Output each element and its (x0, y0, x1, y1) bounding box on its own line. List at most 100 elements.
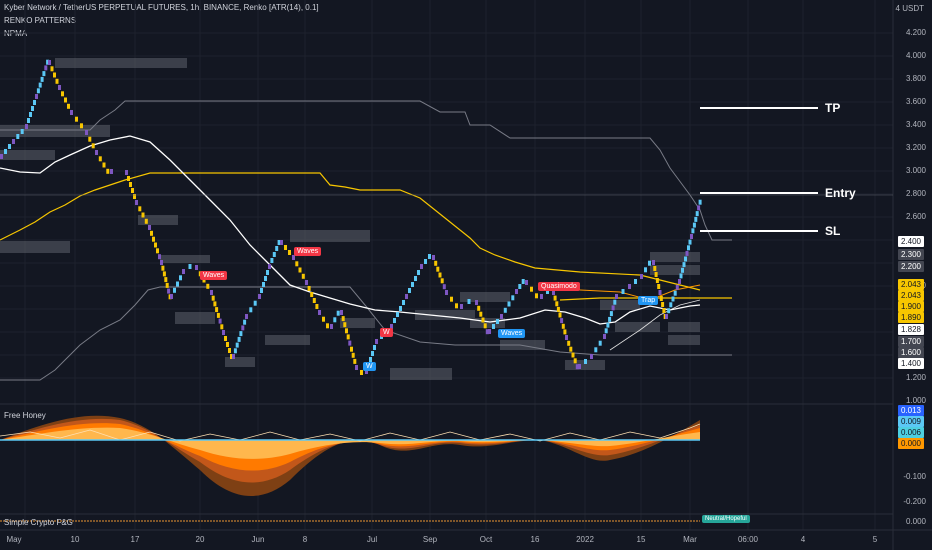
renko-brick (301, 273, 305, 279)
renko-brick (237, 336, 241, 342)
renko-brick (687, 245, 690, 251)
renko-brick (160, 260, 163, 265)
renko-brick (295, 261, 299, 267)
renko-brick (628, 284, 631, 289)
renko-brick (50, 66, 54, 72)
renko-brick (70, 110, 73, 115)
fng-title[interactable]: Simple Crypto F&G (4, 518, 73, 527)
time-tick: 20 (195, 535, 205, 544)
price-tick: 3.800 (905, 74, 926, 83)
price-tick: 1.200 (905, 373, 926, 382)
renko-brick (27, 118, 30, 123)
indicator-renko-patterns[interactable]: RENKO PATTERNS (4, 16, 77, 25)
renko-brick (264, 276, 267, 281)
renko-brick (307, 286, 311, 291)
pattern-label-trap[interactable]: Trap (638, 296, 659, 305)
renko-brick (55, 78, 59, 84)
renko-brick (176, 281, 179, 287)
renko-brick (322, 316, 325, 322)
renko-brick (411, 282, 414, 287)
renko-brick (310, 292, 314, 297)
currency-label: 4 USDT (895, 4, 924, 13)
renko-brick (575, 364, 579, 370)
renko-brick (218, 318, 222, 324)
renko-brick (667, 308, 671, 314)
renko-brick (500, 314, 503, 319)
free-honey-tag: 0.000 (898, 438, 924, 449)
renko-brick (127, 176, 130, 181)
free-honey-title[interactable]: Free Honey (4, 411, 46, 420)
renko-brick (38, 82, 42, 88)
sl-label: SL (825, 224, 841, 238)
renko-brick (61, 91, 64, 97)
renko-brick (442, 284, 446, 290)
renko-brick (64, 97, 67, 103)
renko-brick (102, 162, 106, 168)
renko-brick (594, 347, 598, 353)
renko-brick (697, 205, 701, 211)
renko-brick (348, 340, 352, 346)
renko-brick (179, 275, 182, 281)
renko-brick (284, 245, 287, 250)
pattern-label-waves[interactable]: Waves (200, 271, 228, 280)
renko-brick (390, 324, 393, 329)
time-tick: 16 (530, 535, 540, 544)
pattern-label-quasimodo[interactable]: Quasimodo (538, 282, 580, 291)
renko-brick (33, 100, 36, 105)
renko-brick (640, 274, 643, 279)
renko-brick (154, 242, 157, 248)
renko-brick (213, 301, 217, 307)
renko-brick (152, 236, 155, 242)
renko-brick (678, 279, 681, 284)
renko-brick (569, 346, 573, 352)
renko-brick (606, 322, 610, 328)
renko-brick (414, 276, 417, 281)
renko-brick (48, 60, 51, 65)
renko-brick (150, 230, 153, 236)
time-tick: 5 (872, 535, 878, 544)
renko-brick (662, 308, 666, 313)
time-tick: May (6, 535, 22, 544)
renko-brick (16, 134, 20, 139)
price-tag: 1.700 (898, 336, 924, 347)
renko-brick (156, 248, 159, 254)
renko-brick (560, 318, 564, 324)
renko-brick (226, 342, 229, 347)
renko-brick (691, 228, 695, 234)
pattern-label-w[interactable]: W (363, 362, 376, 371)
renko-brick (110, 169, 113, 174)
renko-brick (36, 88, 40, 94)
price-tick: 3.200 (905, 143, 926, 152)
renko-brick (613, 299, 617, 305)
renko-brick (477, 305, 481, 311)
renko-brick (450, 296, 453, 302)
price-tick: 4.200 (905, 28, 926, 37)
renko-brick (694, 216, 698, 222)
renko-brick (40, 76, 44, 82)
renko-brick (260, 288, 263, 293)
renko-brick (133, 194, 136, 199)
renko-brick (91, 143, 95, 149)
renko-brick (312, 298, 316, 303)
time-tick: Jun (251, 535, 265, 544)
renko-brick (492, 324, 495, 329)
renko-brick (222, 330, 225, 335)
price-tag: 1.400 (898, 358, 924, 369)
renko-brick (353, 358, 357, 364)
price-tag: 2.043 (898, 290, 924, 301)
pattern-label-waves[interactable]: Waves (294, 247, 322, 256)
renko-brick (46, 59, 50, 65)
renko-brick (561, 323, 565, 329)
renko-brick (682, 262, 686, 268)
price-tag: 2.400 (898, 236, 924, 247)
renko-brick (530, 286, 533, 292)
renko-brick (20, 129, 24, 134)
renko-brick (258, 294, 261, 299)
pattern-label-w[interactable]: W (380, 328, 393, 337)
pattern-label-waves[interactable]: Waves (498, 329, 526, 338)
renko-brick (336, 310, 340, 316)
renko-brick (507, 301, 511, 307)
price-tick: 3.000 (905, 166, 926, 175)
renko-brick (53, 72, 56, 78)
